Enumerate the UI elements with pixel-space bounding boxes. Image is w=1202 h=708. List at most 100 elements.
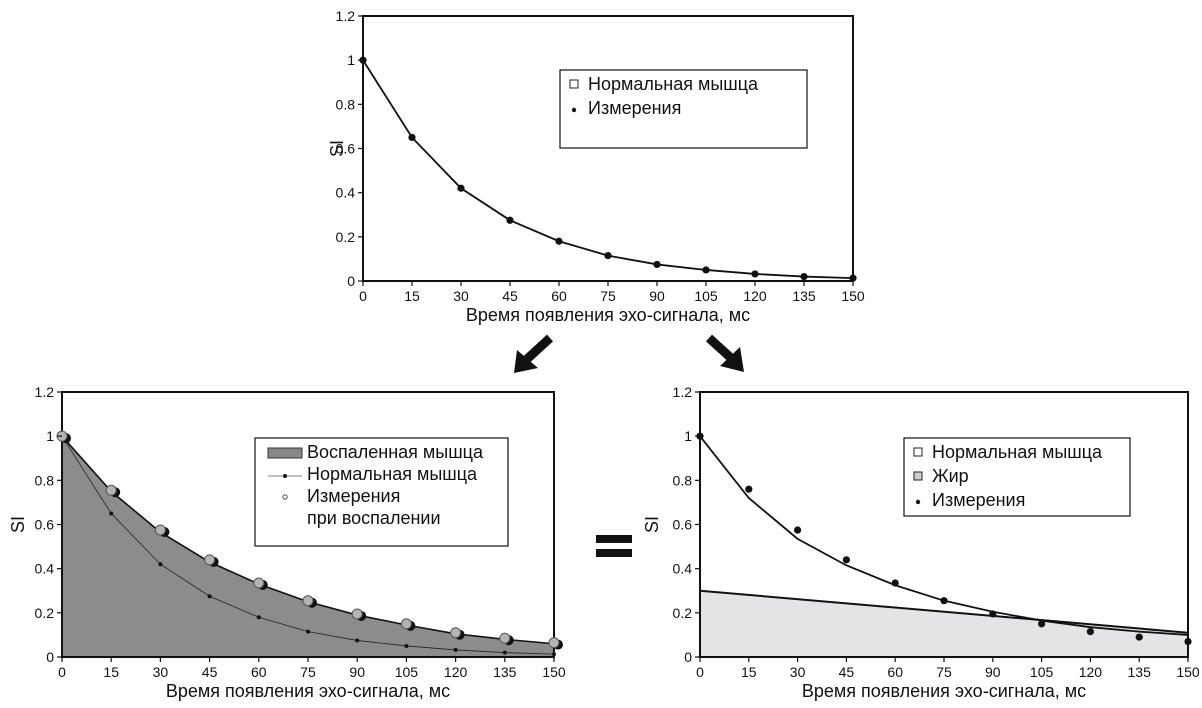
legend-marker <box>282 494 288 500</box>
data-point <box>105 484 117 496</box>
legend-label: Измерения <box>932 490 1025 510</box>
y-tick-label: 1.2 <box>336 8 356 24</box>
x-tick-label: 15 <box>404 288 420 304</box>
area-0 <box>62 436 554 657</box>
data-point <box>1086 628 1094 636</box>
data-point <box>548 637 560 649</box>
y-tick-label: 0.6 <box>673 517 693 533</box>
x-tick-label: 30 <box>453 288 469 304</box>
legend-marker <box>283 474 287 478</box>
data-point <box>306 629 310 634</box>
data-point <box>1038 620 1046 628</box>
x-tick-label: 90 <box>649 288 665 304</box>
data-point <box>408 133 416 142</box>
x-tick-label: 135 <box>493 664 517 680</box>
data-point <box>849 274 857 282</box>
legend-label: Воспаленная мышца <box>307 442 484 462</box>
data-point <box>207 594 212 599</box>
legend: Нормальная мышца Измерения <box>559 69 808 149</box>
legend-label: Нормальная мышца <box>588 74 759 94</box>
x-tick-label: 90 <box>349 664 365 680</box>
x-tick-label: 105 <box>1030 664 1054 680</box>
data-point <box>751 270 759 278</box>
data-point <box>109 511 114 516</box>
data-point <box>702 266 710 274</box>
x-tick-label: 90 <box>985 664 1001 680</box>
y-tick-label: 0.6 <box>35 517 55 533</box>
x-tick-label: 150 <box>1176 664 1200 680</box>
legend-label: Нормальная мышца <box>932 442 1103 462</box>
y-tick-label: 0.6 <box>336 141 356 157</box>
data-point <box>256 615 261 620</box>
x-tick-label: 75 <box>300 664 316 680</box>
y-tick-label: 1.2 <box>673 384 693 400</box>
legend-label: при воспалении <box>307 508 441 528</box>
y-tick-label: 0 <box>46 649 54 665</box>
data-point <box>800 272 808 281</box>
x-tick-label: 0 <box>359 288 367 304</box>
x-tick-label: 150 <box>841 288 865 304</box>
data-point <box>989 610 997 618</box>
legend-swatch <box>267 447 303 459</box>
y-tick-label: 0.2 <box>336 229 356 245</box>
y-tick-label: 0 <box>684 649 692 665</box>
arrow-down-left-icon <box>514 334 554 373</box>
y-tick-label: 0.8 <box>336 96 356 112</box>
data-point <box>499 632 511 644</box>
data-point <box>794 526 802 534</box>
x-tick-label: 0 <box>58 664 66 680</box>
data-point <box>502 650 507 655</box>
x-tick-label: 15 <box>103 664 119 680</box>
legend-box <box>903 437 1131 517</box>
data-point <box>351 608 363 620</box>
x-tick-label: 30 <box>153 664 169 680</box>
data-point <box>745 485 753 493</box>
data-point <box>253 577 265 589</box>
legend-label: Жир <box>932 466 969 486</box>
y-axis-label: SI <box>8 516 28 533</box>
y-tick-label: 0.8 <box>673 472 693 488</box>
legend-swatch <box>913 471 923 481</box>
x-tick-label: 60 <box>887 664 903 680</box>
data-point <box>842 556 851 564</box>
legend-swatch <box>913 447 923 457</box>
x-tick-label: 45 <box>202 664 218 680</box>
legend-marker <box>571 107 577 113</box>
data-point <box>604 252 612 260</box>
y-tick-label: 0.4 <box>336 185 356 201</box>
x-tick-label: 135 <box>792 288 816 304</box>
arrow-down-right-icon <box>705 334 744 372</box>
data-point <box>506 216 514 224</box>
x-tick-label: 120 <box>444 664 468 680</box>
data-point <box>404 643 409 648</box>
chart-right: 0 0.2 0.4 0.6 0.8 1 1.2 0 15 30 45 60 75 90 105 120 135 1… <box>642 384 1200 701</box>
data-point <box>453 647 458 652</box>
x-axis-label: Время появления эхо-сигнала, мс <box>166 681 450 701</box>
y-tick-label: 0 <box>347 273 355 289</box>
chart-top: 0 0.2 0.4 0.6 0.8 1 1.2 0 15 30 45 60 75 90 105 120 135 1… <box>327 8 865 325</box>
data-point <box>204 554 216 566</box>
legend: Нормальная мышца Жир Измерения <box>903 437 1131 517</box>
data-point <box>355 638 360 643</box>
data-point <box>400 618 412 630</box>
data-point <box>1184 637 1192 646</box>
legend-label: Измерения <box>307 486 400 506</box>
x-tick-label: 150 <box>542 664 566 680</box>
data-point <box>1135 633 1143 641</box>
x-tick-label: 75 <box>936 664 952 680</box>
legend-marker <box>915 499 921 505</box>
data-point <box>302 595 314 607</box>
x-tick-label: 75 <box>600 288 616 304</box>
y-tick-label: 1 <box>46 428 54 444</box>
x-axis-label: Время появления эхо-сигнала, мс <box>466 305 750 325</box>
x-tick-label: 45 <box>839 664 855 680</box>
area-1 <box>700 590 1188 657</box>
data-point <box>457 184 465 192</box>
y-tick-label: 0.2 <box>673 605 693 621</box>
equals-sign <box>596 535 632 557</box>
y-tick-label: 0.4 <box>673 561 693 577</box>
legend-label: Измерения <box>588 98 681 118</box>
chart-left: 0 0.2 0.4 0.6 0.8 1 1.2 0 15 30 45 60 75 90 105 120 135 1… <box>8 384 566 701</box>
x-tick-label: 120 <box>743 288 767 304</box>
